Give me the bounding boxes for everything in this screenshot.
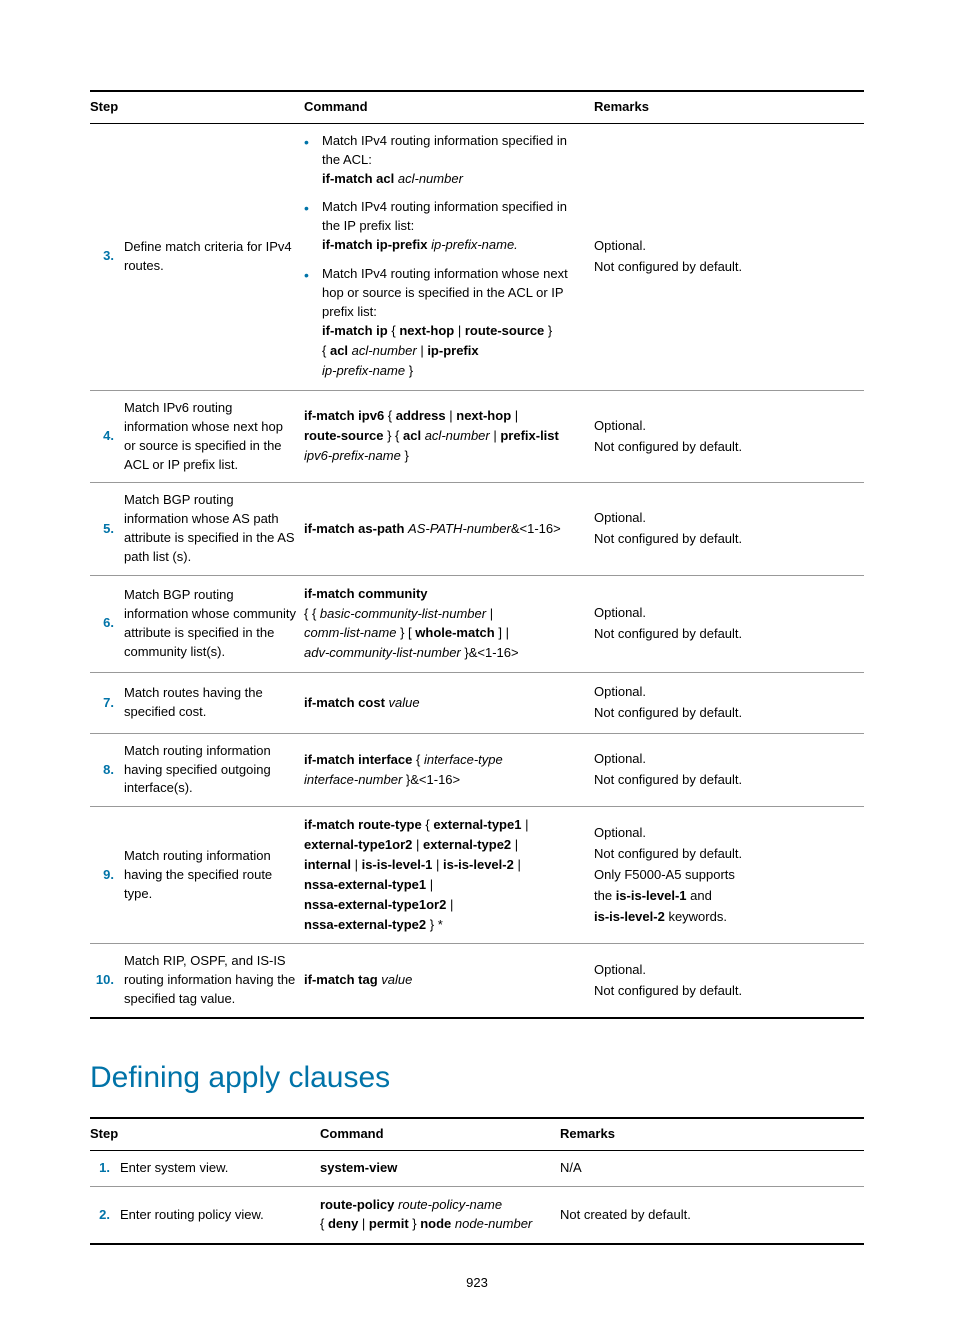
step-remarks: Optional. Not configured by default. — [594, 575, 864, 672]
step-number: 6. — [90, 575, 124, 672]
header-command: Command — [320, 1118, 560, 1150]
step-remarks: Optional. Not configured by default. — [594, 673, 864, 734]
step-command: system-view — [320, 1150, 560, 1186]
table-row: 3. Define match criteria for IPv4 routes… — [90, 123, 864, 390]
step-desc: Match routing information having specifi… — [124, 733, 304, 807]
table-row: 9. Match routing information having the … — [90, 807, 864, 944]
step-desc: Match RIP, OSPF, and IS-IS routing infor… — [124, 944, 304, 1018]
bullet-text: Match IPv4 routing information specified… — [322, 198, 588, 236]
step-desc: Match routing information having the spe… — [124, 807, 304, 944]
step-desc: Enter routing policy view. — [120, 1186, 320, 1244]
step-remarks: Optional. Not configured by default. — [594, 944, 864, 1018]
step-command: if-match route-type { external-type1 | e… — [304, 807, 594, 944]
step-remarks: Optional. Not configured by default. — [594, 123, 864, 390]
step-command: if-match tag value — [304, 944, 594, 1018]
bullet-text: Match IPv4 routing information whose nex… — [322, 265, 588, 322]
step-number: 8. — [90, 733, 124, 807]
step-desc: Enter system view. — [120, 1150, 320, 1186]
step-number: 3. — [90, 123, 124, 390]
step-remarks: Optional. Not configured by default. — [594, 390, 864, 482]
table-row: 8. Match routing information having spec… — [90, 733, 864, 807]
header-remarks: Remarks — [560, 1118, 864, 1150]
header-step: Step — [90, 1118, 320, 1150]
step-number: 9. — [90, 807, 124, 944]
step-desc: Match BGP routing information whose AS p… — [124, 483, 304, 575]
table-row: 5. Match BGP routing information whose A… — [90, 483, 864, 575]
bullet-text: Match IPv4 routing information specified… — [322, 132, 588, 170]
step-remarks: Optional. Not configured by default. Onl… — [594, 807, 864, 944]
step-command: Match IPv4 routing information specified… — [304, 123, 594, 390]
apply-clauses-table: Step Command Remarks 1. Enter system vie… — [90, 1117, 864, 1245]
page-number: 923 — [90, 1275, 864, 1290]
step-remarks: Optional. Not configured by default. — [594, 733, 864, 807]
step-desc: Match routes having the specified cost. — [124, 673, 304, 734]
table-row: 4. Match IPv6 routing information whose … — [90, 390, 864, 482]
table-row: 10. Match RIP, OSPF, and IS-IS routing i… — [90, 944, 864, 1018]
step-number: 4. — [90, 390, 124, 482]
step-command: if-match community { { basic-community-l… — [304, 575, 594, 672]
step-number: 1. — [90, 1150, 120, 1186]
step-command: if-match interface { interface-type inte… — [304, 733, 594, 807]
table-row: 1. Enter system view. system-view N/A — [90, 1150, 864, 1186]
step-remarks: Not created by default. — [560, 1186, 864, 1244]
step-command: if-match ipv6 { address | next-hop | rou… — [304, 390, 594, 482]
step-number: 5. — [90, 483, 124, 575]
step-number: 7. — [90, 673, 124, 734]
table-row: 7. Match routes having the specified cos… — [90, 673, 864, 734]
table-row: 2. Enter routing policy view. route-poli… — [90, 1186, 864, 1244]
step-command: if-match cost value — [304, 673, 594, 734]
section-heading: Defining apply clauses — [90, 1061, 864, 1095]
table-row: 6. Match BGP routing information whose c… — [90, 575, 864, 672]
header-command: Command — [304, 91, 594, 123]
step-desc: Define match criteria for IPv4 routes. — [124, 123, 304, 390]
step-command: route-policy route-policy-name { deny | … — [320, 1186, 560, 1244]
step-desc: Match IPv6 routing information whose nex… — [124, 390, 304, 482]
step-desc: Match BGP routing information whose comm… — [124, 575, 304, 672]
step-number: 10. — [90, 944, 124, 1018]
step-number: 2. — [90, 1186, 120, 1244]
header-step: Step — [90, 91, 304, 123]
header-remarks: Remarks — [594, 91, 864, 123]
step-remarks: N/A — [560, 1150, 864, 1186]
step-command: if-match as-path AS-PATH-number&<1-16> — [304, 483, 594, 575]
match-criteria-table: Step Command Remarks 3. Define match cri… — [90, 90, 864, 1019]
step-remarks: Optional. Not configured by default. — [594, 483, 864, 575]
